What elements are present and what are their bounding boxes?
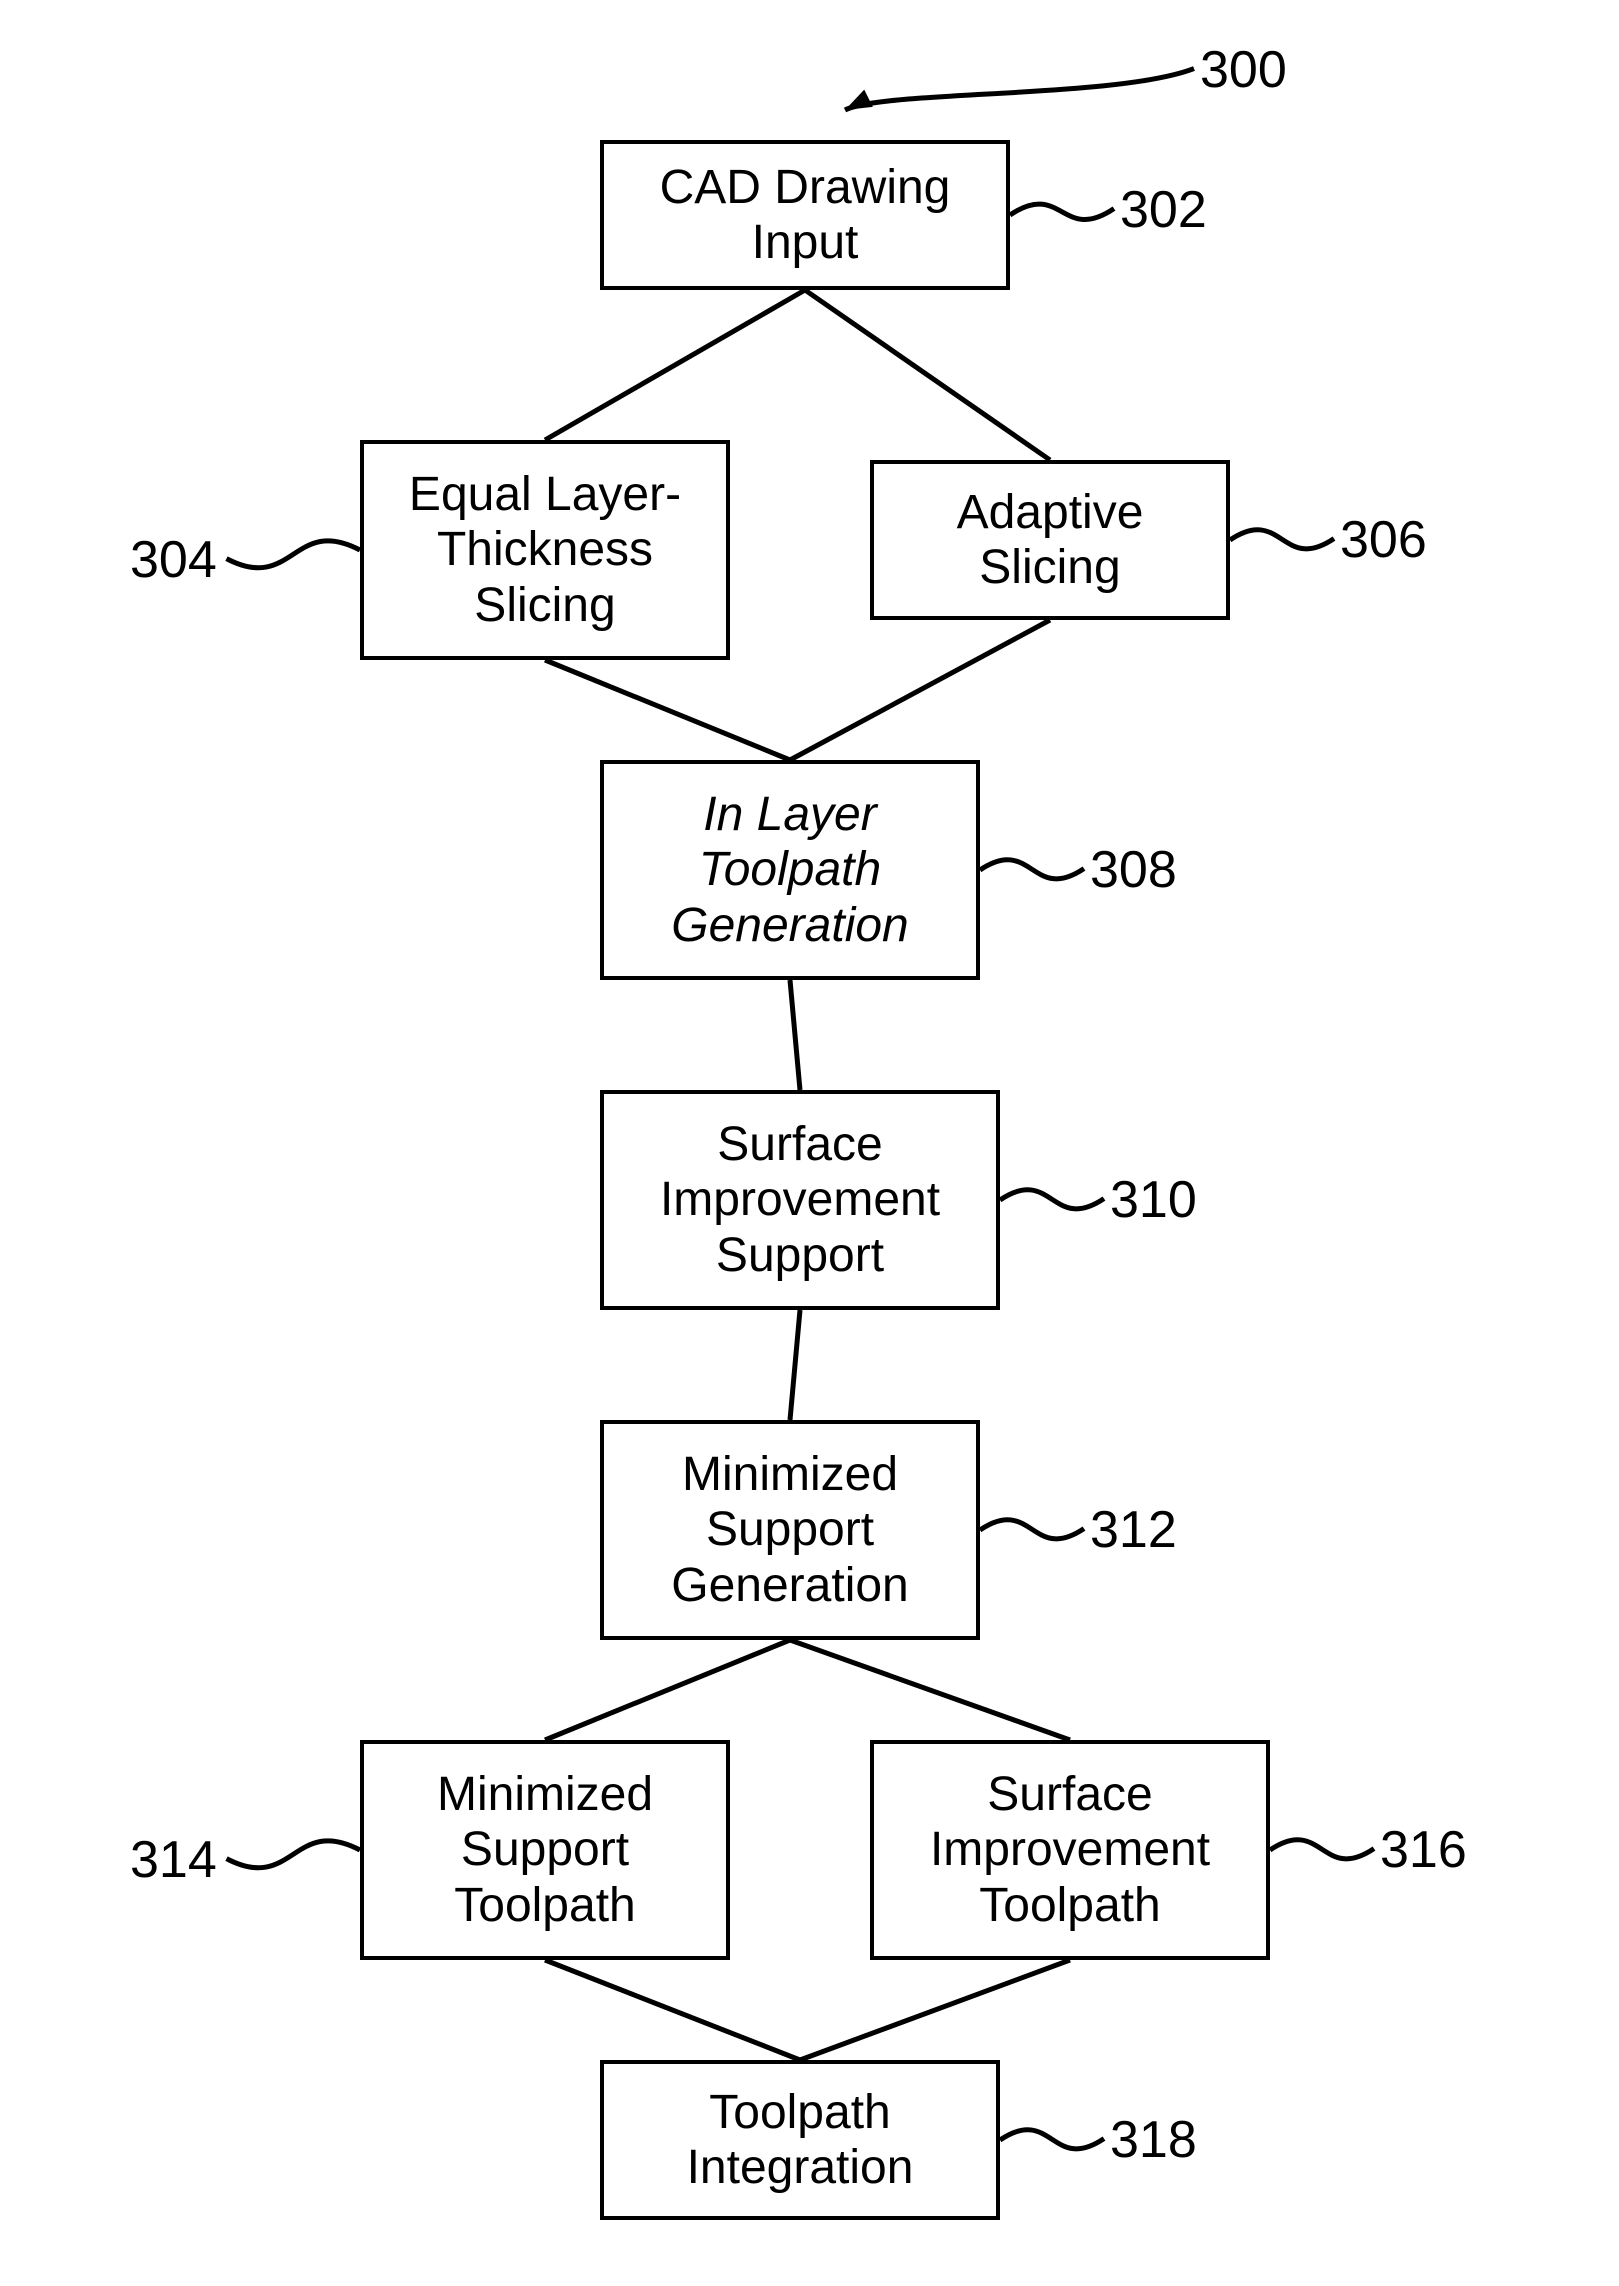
node-label: In LayerToolpathGeneration [671, 787, 909, 953]
flowchart-node-n318: ToolpathIntegration [600, 2060, 1000, 2220]
ref-label-314: 314 [130, 1830, 217, 1890]
ref-label-316: 316 [1380, 1820, 1467, 1880]
edge [800, 1960, 1070, 2060]
ref-label-306: 306 [1340, 510, 1427, 570]
ref-label-310: 310 [1110, 1170, 1197, 1230]
ref-label-308: 308 [1090, 840, 1177, 900]
ref-leader [1000, 1190, 1104, 1209]
node-label: CAD DrawingInput [660, 160, 951, 270]
node-label: AdaptiveSlicing [957, 485, 1144, 595]
flowchart-canvas: CAD DrawingInput Equal Layer-ThicknessSli… [0, 0, 1619, 2286]
node-label: Equal Layer-ThicknessSlicing [409, 467, 681, 633]
ref-label-312: 312 [1090, 1500, 1177, 1560]
ref-leader [980, 1520, 1084, 1539]
ref-leader [980, 860, 1084, 879]
edge [790, 1310, 800, 1420]
ref-label-304: 304 [130, 530, 217, 590]
ref-leader [1000, 2130, 1104, 2149]
node-label: SurfaceImprovementSupport [660, 1117, 940, 1283]
ref-leader [226, 541, 360, 568]
ref-leader [845, 69, 1194, 110]
edge [545, 1640, 790, 1740]
flowchart-node-n302: CAD DrawingInput [600, 140, 1010, 290]
ref-leader [1010, 204, 1114, 219]
edge [805, 290, 1050, 460]
ref-leader [1270, 1840, 1374, 1859]
edge [790, 1640, 1070, 1740]
edge [790, 980, 800, 1090]
node-label: ToolpathIntegration [687, 2085, 914, 2195]
ref-leader [1230, 530, 1334, 549]
ref-label-318: 318 [1110, 2110, 1197, 2170]
flowchart-node-n310: SurfaceImprovementSupport [600, 1090, 1000, 1310]
flowchart-node-n304: Equal Layer-ThicknessSlicing [360, 440, 730, 660]
edge [790, 620, 1050, 760]
flowchart-node-n308: In LayerToolpathGeneration [600, 760, 980, 980]
ref-label-300: 300 [1200, 40, 1287, 100]
ref-label-302: 302 [1120, 180, 1207, 240]
flowchart-node-n306: AdaptiveSlicing [870, 460, 1230, 620]
flowchart-node-n312: MinimizedSupportGeneration [600, 1420, 980, 1640]
node-label: MinimizedSupportToolpath [437, 1767, 653, 1933]
edge [545, 290, 805, 440]
ref-leader [226, 1841, 360, 1868]
edge [545, 660, 790, 760]
node-label: SurfaceImprovementToolpath [930, 1767, 1210, 1933]
flowchart-node-n314: MinimizedSupportToolpath [360, 1740, 730, 1960]
arrow-icon [845, 90, 873, 110]
flowchart-node-n316: SurfaceImprovementToolpath [870, 1740, 1270, 1960]
edge [545, 1960, 800, 2060]
node-label: MinimizedSupportGeneration [671, 1447, 909, 1613]
